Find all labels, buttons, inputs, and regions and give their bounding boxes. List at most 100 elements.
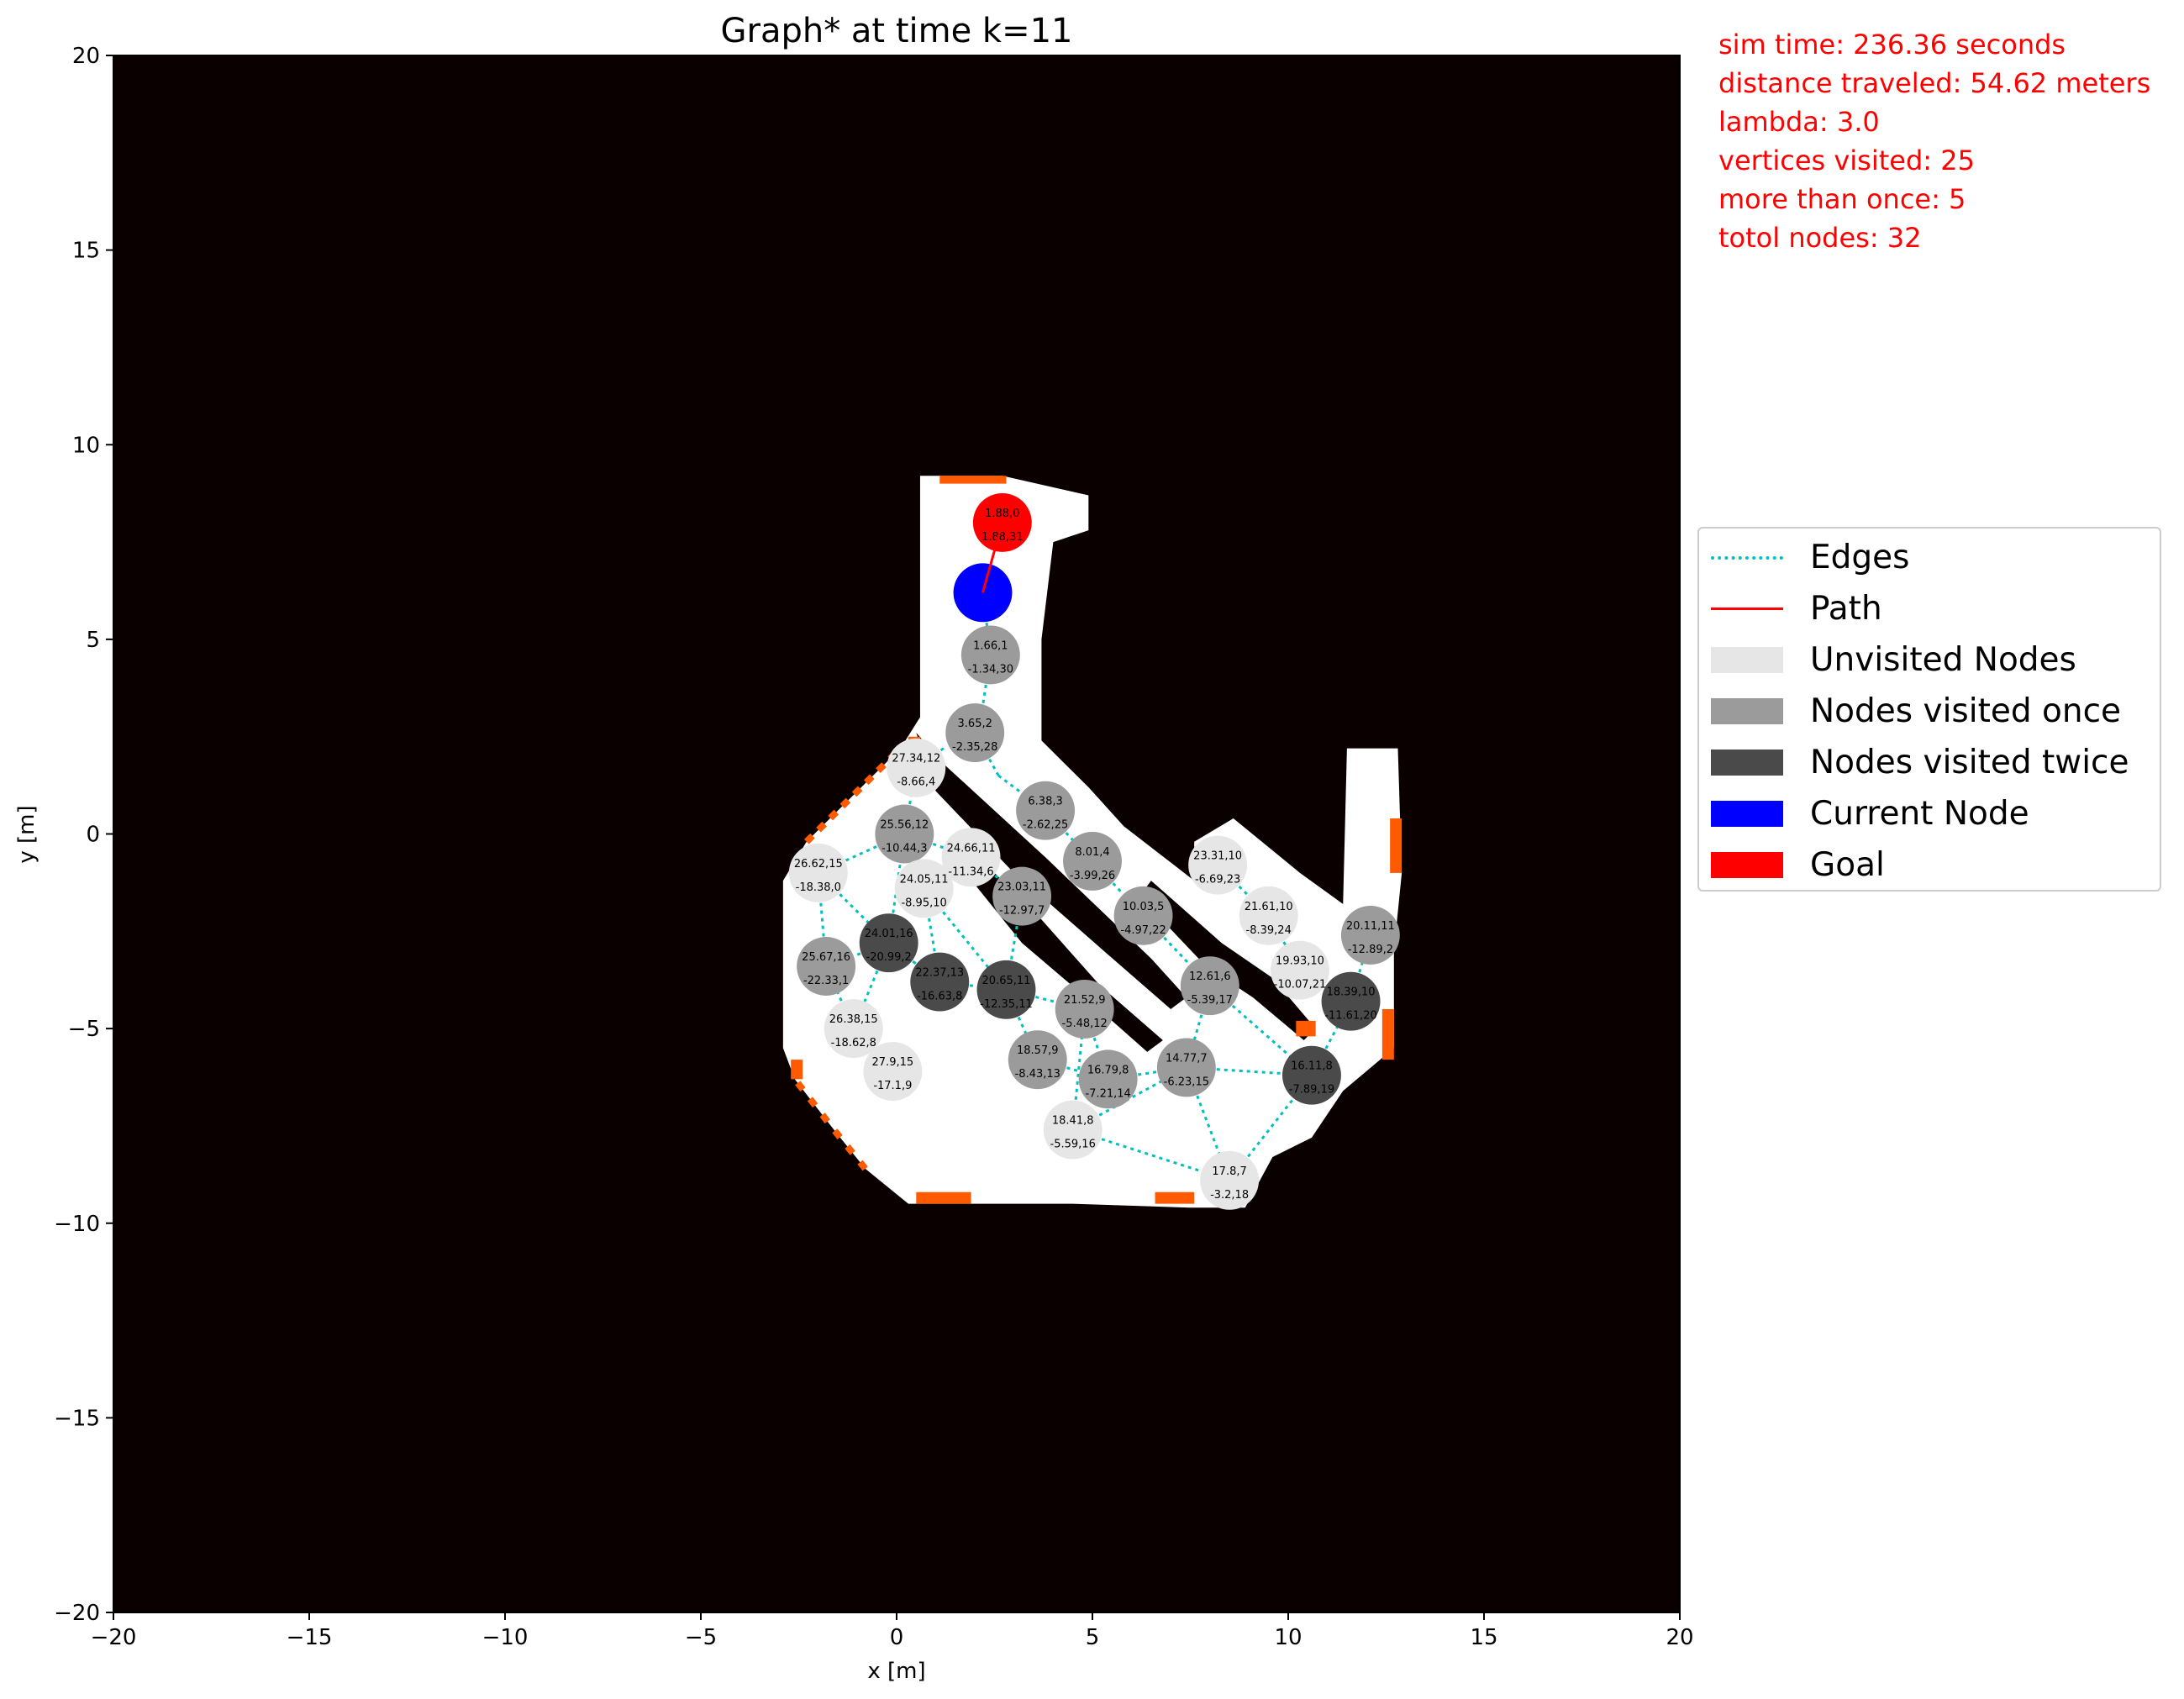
x-tick-label: −10: [482, 1625, 529, 1650]
x-axis-label: x [m]: [867, 1659, 925, 1684]
vertices-visited-text: vertices visited: 25: [1718, 145, 1975, 176]
legend-label: Path: [1810, 590, 1882, 628]
legend-item-edges: Edges: [1699, 532, 2160, 583]
graph-node-unvisited: [863, 1042, 923, 1102]
graph-node-once: [797, 937, 856, 996]
y-tick-label: 10: [72, 433, 100, 458]
graph-node-once: [1055, 980, 1114, 1039]
graph-node-once: [1063, 831, 1122, 891]
node-label: 19.93,10: [1276, 955, 1324, 968]
graph-node-once: [960, 625, 1020, 685]
ticks-layer: −20 −15 −10 −5 0 5 10 15 20 −20 −15 −10 −5 0 5 10 15 20: [54, 44, 1693, 1650]
y-tick-label: 5: [86, 628, 100, 653]
graph-edge: [1006, 988, 1086, 1011]
node-label: 3.65,2: [958, 718, 992, 730]
x-tick-label: 20: [1666, 1625, 1693, 1650]
graph-node-twice: [976, 960, 1036, 1019]
node-label: 16.11,8: [1291, 1060, 1333, 1073]
node-label: 26.38,15: [829, 1013, 878, 1026]
graph-node-unvisited: [941, 828, 1001, 887]
node-label: -10.44,3: [881, 843, 927, 855]
node-label: -8.43,13: [1015, 1068, 1060, 1081]
legend-dotted-line-icon: [1711, 556, 1783, 560]
graph-node-once: [1113, 886, 1173, 945]
node-label: -2.62,25: [1023, 819, 1068, 832]
node-label: 21.61,10: [1245, 901, 1293, 913]
frontier-diagonal: [803, 745, 903, 844]
legend-swatch-icon: [1711, 698, 1783, 724]
x-tick-label: −5: [685, 1625, 717, 1650]
node-label: -11.61,20: [1324, 1010, 1377, 1023]
legend-label: Nodes visited once: [1810, 692, 2122, 730]
graph-node-unvisited: [887, 738, 946, 797]
node-label: -4.97,22: [1120, 924, 1166, 937]
y-tick-label: 20: [72, 44, 100, 69]
node-label: 10.03,5: [1123, 901, 1165, 913]
frontier-segment: [1296, 1020, 1316, 1037]
graph-node-unvisited: [1200, 1150, 1260, 1210]
graph-edge: [1005, 989, 1039, 1060]
frontier-segment: [791, 1060, 803, 1080]
graph-node-unvisited: [894, 859, 954, 918]
graph-node-unvisited: [1271, 940, 1329, 1000]
graph-node-twice: [1282, 1045, 1341, 1105]
legend-item-goal: Goal: [1699, 839, 2160, 891]
legend-label: Edges: [1810, 539, 1910, 576]
legend-swatch-icon: [1711, 647, 1783, 673]
graph-node-once: [945, 703, 1005, 763]
distance-text: distance traveled: 54.62 meters: [1718, 67, 2151, 99]
node-label: -3.2,18: [1210, 1189, 1249, 1202]
nodes-layer: 1.88,0 1.88,31 1.66,1 -1.34,30 3.65,2 -2.35,2…: [788, 492, 1400, 1210]
graph-node-once: [1078, 1049, 1138, 1109]
node-label: 1.88,31: [981, 531, 1024, 544]
node-label: -18.38,0: [796, 881, 841, 894]
graph-edge: [997, 774, 1046, 812]
total-nodes-text: totol nodes: 32: [1718, 222, 1922, 254]
legend-label: Goal: [1810, 846, 1885, 884]
node-label: -11.34,6: [948, 865, 993, 878]
node-label: -2.35,28: [952, 741, 997, 754]
x-tick-label: 10: [1274, 1625, 1302, 1650]
graph-node-unvisited: [824, 999, 883, 1059]
node-label: 23.31,10: [1193, 850, 1242, 863]
node-label: -22.33,1: [803, 975, 849, 987]
node-label: -12.35,11: [980, 998, 1033, 1011]
legend-swatch-icon: [1711, 852, 1783, 878]
y-tick-label: −15: [54, 1406, 100, 1431]
node-label: 6.38,3: [1028, 796, 1062, 808]
node-label: 20.11,11: [1346, 920, 1395, 933]
lambda-text: lambda: 3.0: [1718, 106, 1880, 138]
y-tick-label: −5: [68, 1017, 100, 1042]
x-tick-label: −20: [91, 1625, 137, 1650]
graph-node-twice: [1321, 971, 1381, 1031]
node-label: -7.21,14: [1085, 1087, 1130, 1100]
graph-node-unvisited: [1239, 886, 1298, 945]
node-label: -16.63,8: [917, 991, 962, 1003]
graph-node-goal: [972, 492, 1032, 552]
path-line: [981, 522, 1004, 593]
graph-node-unvisited: [788, 843, 848, 902]
legend-item-visited-once: Nodes visited once: [1699, 686, 2160, 737]
node-label: -8.66,4: [897, 776, 935, 789]
node-label: 24.66,11: [947, 842, 996, 855]
x-tick-label: 0: [890, 1625, 904, 1650]
node-label: -12.97,7: [999, 905, 1045, 918]
legend-swatch-icon: [1711, 750, 1783, 776]
frontier-segment: [916, 1191, 971, 1204]
simulation-info: sim time: 236.36 seconds distance travel…: [1718, 25, 2150, 257]
node-label: -5.48,12: [1062, 1018, 1108, 1030]
graph-node-once: [1340, 905, 1400, 965]
graph-node-once: [875, 804, 934, 864]
y-tick-label: 15: [72, 239, 100, 264]
node-label: 26.62,15: [794, 858, 843, 871]
x-tick-label: 15: [1470, 1625, 1497, 1650]
legend-swatch-icon: [1711, 801, 1783, 827]
node-label: -1.34,30: [968, 663, 1013, 676]
frontier-segment: [1381, 1008, 1394, 1060]
node-label: -17.1,9: [873, 1080, 912, 1092]
legend-label: Current Node: [1810, 795, 2029, 833]
node-label: 22.37,13: [915, 967, 964, 980]
legend-label: Nodes visited twice: [1810, 744, 2129, 781]
legend-item-path: Path: [1699, 583, 2160, 634]
